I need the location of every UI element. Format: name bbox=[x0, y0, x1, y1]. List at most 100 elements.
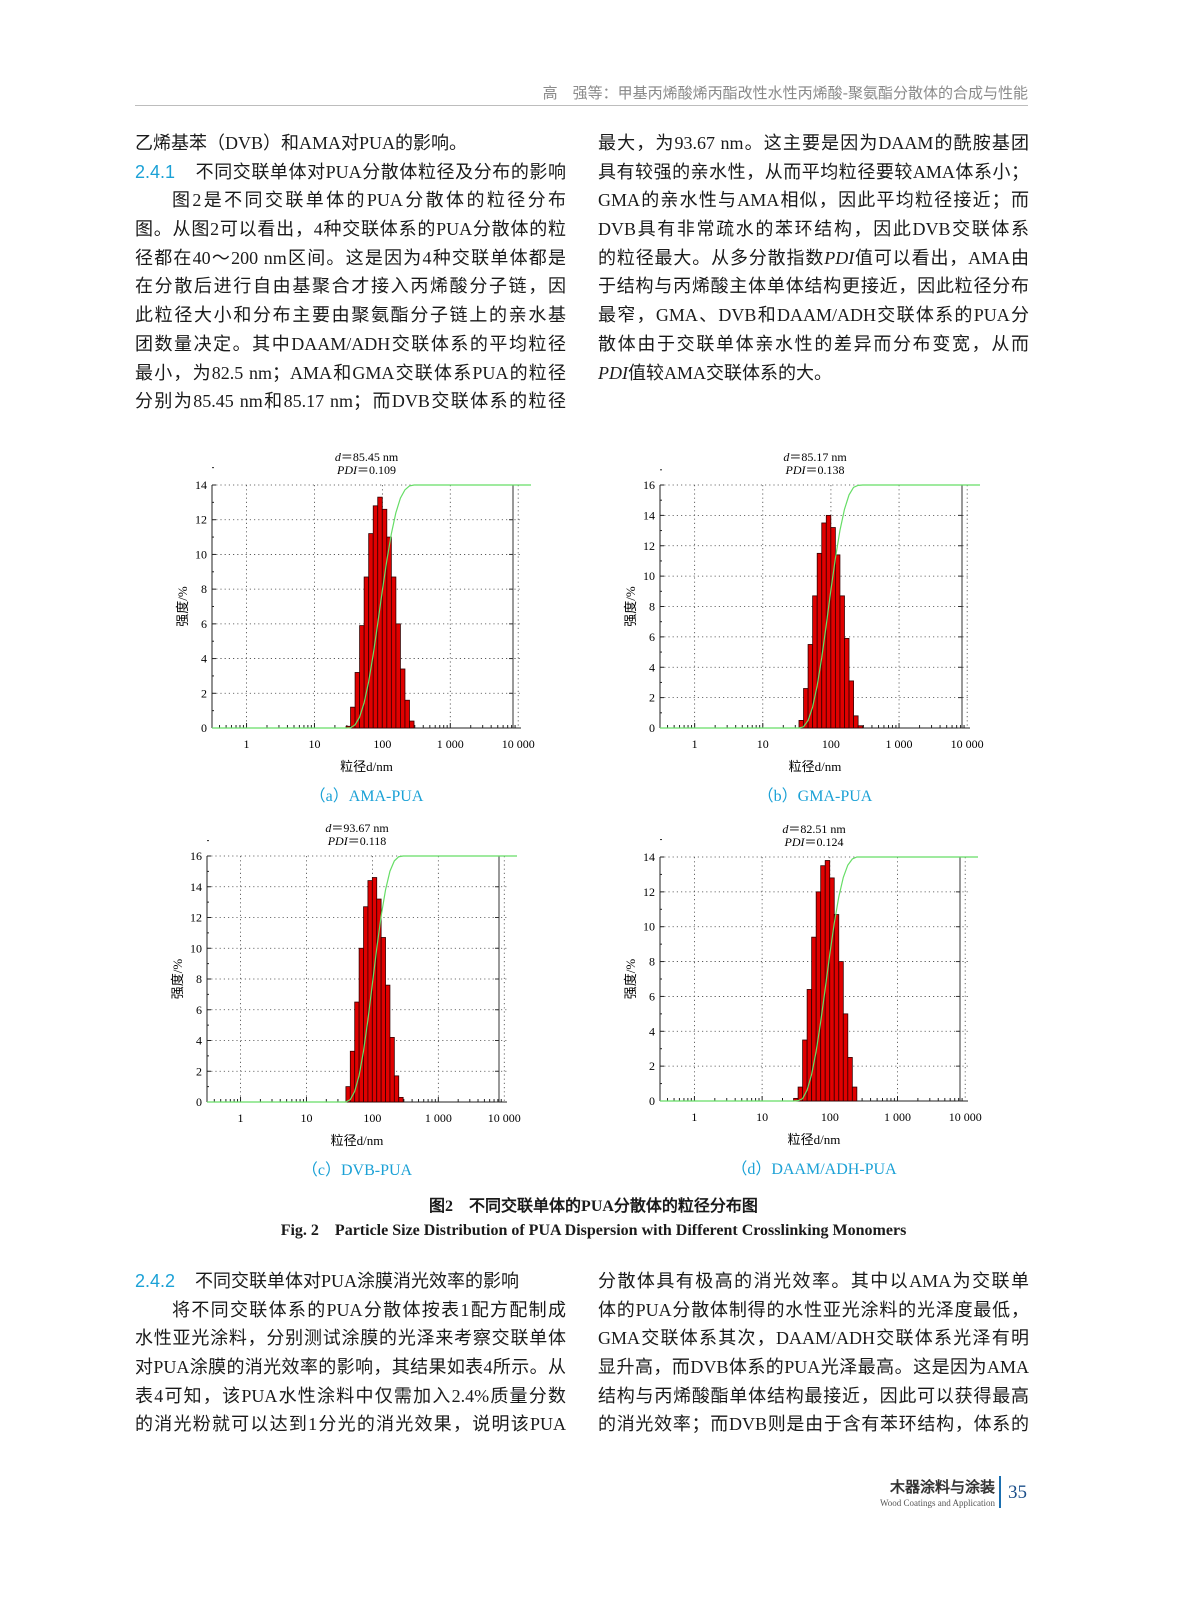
text-segment: 的消光效率；而DVB则是由于含有苯环结构，体系的 bbox=[598, 1414, 1029, 1435]
histogram-bar bbox=[839, 595, 845, 729]
histogram-bar bbox=[358, 947, 364, 1103]
chart-d-annotation: d＝85.17 nm bbox=[783, 450, 847, 464]
y-tick-label: 6 bbox=[649, 630, 655, 644]
text-segment: 显升高，而DVB体系的PUA光泽最高。这是因为AMA bbox=[598, 1357, 1029, 1378]
section-number: 2.4.2 bbox=[135, 1271, 176, 1291]
subfigure-caption: （d）DAAM/ADH-PUA bbox=[731, 1161, 897, 1178]
text-line: 在分散后进行自由基聚合才接入丙烯酸分子链，因 bbox=[135, 272, 566, 301]
histogram-bar bbox=[409, 720, 415, 729]
histogram-bar bbox=[381, 508, 388, 729]
chart-b: d＝85.17 nm PDI＝0.138 0 2 4 6 8 10 12 14 16 1 10 100 1 … bbox=[615, 445, 985, 805]
histogram-bar bbox=[385, 984, 391, 1103]
y-tick-label: 8 bbox=[649, 600, 655, 614]
text-segment: 最小，为82.5 nm；AMA和GMA交联体系PUA的粒径 bbox=[135, 362, 566, 383]
y-tick-label: 2 bbox=[649, 1059, 655, 1073]
x-tick-label: 10 000 bbox=[949, 1110, 982, 1124]
y-tick-label: 14 bbox=[195, 478, 207, 492]
text-line: 于结构与丙烯酸主体单体结构更接近，因此粒径分布 bbox=[598, 272, 1029, 301]
text-line: 分别为85.45 nm和85.17 nm；而DVB交联体系的粒径 bbox=[135, 387, 566, 416]
histogram-bar bbox=[372, 505, 379, 729]
histogram-bar bbox=[393, 1075, 400, 1103]
text-line: 乙烯基苯（DVB）和AMA对PUA的影响。 bbox=[135, 129, 566, 158]
text-line: 的消光粉就可以达到1分光的消光效果，说明该PUA bbox=[135, 1410, 566, 1439]
y-tick-label: 4 bbox=[201, 652, 207, 666]
text-line: 分散体具有极高的消光效率。其中以AMA为交联单 bbox=[598, 1267, 1029, 1296]
histogram-bar bbox=[363, 576, 370, 729]
histogram-bar bbox=[848, 680, 854, 729]
text-segment: 此粒径大小和分布主要由聚氨酯分子链上的亲水基 bbox=[135, 305, 566, 326]
x-axis-label: 粒径d/nm bbox=[340, 759, 393, 774]
chart-d-annotation: d＝82.51 nm bbox=[782, 822, 846, 836]
text-line: 体的PUA分散体制得的水性亚光涂料的光泽度最低， bbox=[598, 1296, 1029, 1325]
histogram-bar bbox=[377, 496, 383, 729]
histogram-bar bbox=[359, 625, 365, 729]
d-value: ＝85.17 nm bbox=[789, 450, 847, 464]
histogram-bar bbox=[830, 527, 836, 729]
header-rule bbox=[135, 105, 1028, 106]
y-tick-label: 10 bbox=[643, 920, 655, 934]
text-line: 图。从图2可以看出，4种交联体系的PUA分散体的粒 bbox=[135, 215, 566, 244]
pdi-value: ＝0.118 bbox=[348, 834, 387, 848]
d-symbol: d bbox=[325, 821, 332, 835]
y-tick-label: 8 bbox=[201, 582, 207, 596]
page-number: 35 bbox=[1008, 1482, 1027, 1503]
histogram-bar bbox=[838, 961, 844, 1102]
text-line: 显升高，而DVB体系的PUA光泽最高。这是因为AMA bbox=[598, 1353, 1029, 1382]
chart-d: d＝82.51 nm PDI＝0.124 0 2 4 6 8 10 12 14 1 10 100 1 00… bbox=[615, 815, 985, 1178]
text-line: 具有较强的亲水性，从而平均粒径要较AMA体系小； bbox=[598, 158, 1029, 187]
y-tick-label: 4 bbox=[649, 1024, 655, 1038]
text-line: 结构与丙烯酸酯单体结构最接近，因此可以获得最高 bbox=[598, 1382, 1029, 1411]
cumulative-curve bbox=[207, 855, 517, 1103]
text-segment: 表4可知，该PUA水性涂料中仅需加入2.4%质量分数 bbox=[135, 1385, 566, 1406]
text-segment: 体的PUA分散体制得的水性亚光涂料的光泽度最低， bbox=[598, 1299, 1029, 1320]
figure-caption-en: Fig. 2 Particle Size Distribution of PUA… bbox=[280, 1222, 907, 1239]
d-symbol: d bbox=[783, 450, 790, 464]
chart-d-annotation: d＝93.67 nm bbox=[325, 821, 389, 835]
journal-name-cn: 木器涂料与涂装 bbox=[889, 1478, 995, 1496]
text-segment: 于结构与丙烯酸主体单体结构更接近，因此粒径分布 bbox=[598, 276, 1029, 297]
subfigure-caption: （c）DVB-PUA bbox=[301, 1162, 413, 1179]
y-tick-label: 2 bbox=[196, 1064, 202, 1078]
pdi-symbol: PDI bbox=[327, 834, 349, 848]
text-line: 对PUA涂膜的消光效率的影响，其结果如表4所示。从 bbox=[135, 1353, 566, 1382]
text-column-bottom-right: 分散体具有极高的消光效率。其中以AMA为交联单体的PUA分散体制得的水性亚光涂料… bbox=[598, 1267, 1029, 1439]
y-tick-label: 6 bbox=[649, 989, 655, 1003]
y-tick-label: 0 bbox=[196, 1095, 202, 1109]
text-segment: 散体由于交联单体亲水性的差异而分布变宽，从而 bbox=[598, 333, 1029, 354]
histogram-bar bbox=[368, 533, 374, 729]
y-tick-label: 2 bbox=[201, 686, 207, 700]
subfigure-caption: （a）AMA-PUA bbox=[309, 788, 424, 805]
text-line: 图2是不同交联单体的PUA分散体的粒径分布 bbox=[135, 186, 566, 215]
x-tick-label: 10 000 bbox=[502, 737, 535, 751]
histogram-bar bbox=[857, 725, 864, 729]
text-segment: 不同交联单体对PUA涂膜消光效率的影响 bbox=[195, 1271, 520, 1291]
cumulative-curve bbox=[660, 484, 980, 729]
y-axis-label: 强度/% bbox=[175, 586, 190, 627]
y-tick-label: 12 bbox=[195, 513, 207, 527]
text-segment: 最窄，GMA、DVB和DAAM/ADH交联体系的PUA分 bbox=[598, 305, 1029, 326]
text-segment: 的粒径最大。从多分散指数 bbox=[598, 247, 825, 268]
text-segment: PDI bbox=[598, 362, 628, 383]
text-segment: PDI bbox=[824, 247, 855, 268]
histogram-bar bbox=[811, 936, 817, 1102]
text-segment: 值较AMA交联体系的大。 bbox=[628, 362, 833, 383]
y-tick-label: 16 bbox=[643, 478, 655, 492]
histogram-bar bbox=[842, 1013, 849, 1102]
y-tick-label: 12 bbox=[190, 911, 202, 925]
text-line: 此粒径大小和分布主要由聚氨酯分子链上的亲水基 bbox=[135, 301, 566, 330]
histogram-bar bbox=[847, 1057, 853, 1102]
x-tick-label: 10 bbox=[756, 1110, 768, 1124]
text-segment: DVB具有非常疏水的苯环结构，因此DVB交联体系 bbox=[598, 219, 1029, 240]
d-symbol: d bbox=[782, 822, 789, 836]
histogram-bar bbox=[815, 891, 822, 1102]
text-segment: 径都在40～200 nm区间。这是因为4种交联单体都是 bbox=[135, 247, 566, 268]
histogram-bar bbox=[398, 1096, 404, 1103]
y-tick-label: 0 bbox=[649, 1094, 655, 1108]
y-tick-label: 14 bbox=[190, 880, 202, 894]
text-segment: 的消光粉就可以达到1分光的消光效果，说明该PUA bbox=[135, 1414, 566, 1435]
pdi-symbol: PDI bbox=[336, 463, 358, 477]
text-line: 将不同交联体系的PUA分散体按表1配方配制成 bbox=[135, 1296, 566, 1325]
histogram-bar bbox=[380, 937, 386, 1103]
text-column-bottom-left: 2.4.2 不同交联单体对PUA涂膜消光效率的影响将不同交联体系的PUA分散体按表… bbox=[135, 1267, 566, 1439]
